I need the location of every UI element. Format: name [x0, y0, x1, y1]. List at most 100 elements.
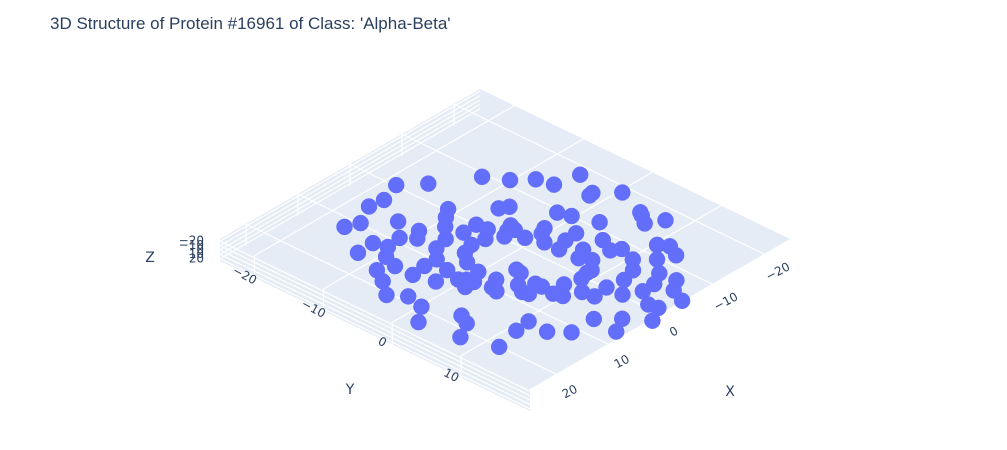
data-point[interactable]: [520, 313, 537, 330]
x-gridline-floor: [453, 103, 765, 255]
data-point[interactable]: [487, 271, 505, 288]
data-point[interactable]: [349, 244, 367, 262]
data-point[interactable]: [624, 251, 642, 268]
z-gridline-left: [219, 95, 481, 247]
z-gridline-left: [219, 103, 481, 255]
data-point[interactable]: [657, 212, 674, 229]
data-point[interactable]: [449, 271, 467, 288]
data-point[interactable]: [436, 218, 454, 236]
y-gridline-floor: [391, 171, 653, 323]
data-point[interactable]: [614, 184, 631, 201]
z-tick-label: 0: [196, 243, 204, 257]
x-tick-label: 20: [560, 382, 580, 402]
data-point[interactable]: [640, 296, 657, 313]
data-point[interactable]: [668, 272, 685, 289]
data-point[interactable]: [571, 166, 589, 183]
data-point[interactable]: [614, 286, 631, 303]
data-point[interactable]: [581, 187, 598, 204]
data-point[interactable]: [661, 238, 679, 255]
data-point[interactable]: [501, 171, 519, 189]
data-point[interactable]: [613, 240, 631, 258]
data-point[interactable]: [463, 236, 480, 254]
y-axis-title: Y: [345, 382, 355, 398]
data-point[interactable]: [536, 219, 553, 237]
scene-background-panes: [220, 89, 790, 411]
data-point[interactable]: [501, 198, 518, 216]
data-point[interactable]: [375, 191, 393, 209]
data-point[interactable]: [352, 214, 369, 232]
z-gridline-left: [219, 90, 481, 242]
data-point[interactable]: [391, 229, 408, 247]
data-point[interactable]: [368, 261, 386, 279]
data-point[interactable]: [479, 221, 496, 238]
data-point[interactable]: [470, 263, 487, 281]
data-point[interactable]: [598, 279, 615, 296]
data-point[interactable]: [585, 310, 603, 328]
data-point[interactable]: [386, 257, 404, 275]
data-point[interactable]: [567, 225, 585, 242]
data-point[interactable]: [438, 261, 456, 279]
data-point[interactable]: [427, 273, 445, 290]
data-point[interactable]: [452, 328, 469, 346]
x-tick-label: 10: [612, 352, 632, 372]
data-point[interactable]: [404, 266, 422, 284]
data-point[interactable]: [473, 168, 491, 186]
data-point[interactable]: [336, 218, 353, 236]
data-point[interactable]: [545, 176, 563, 193]
data-point[interactable]: [455, 224, 472, 241]
data-point[interactable]: [387, 176, 405, 194]
data-point[interactable]: [512, 264, 529, 282]
data-point[interactable]: [591, 213, 608, 231]
z-gridline-left: [219, 99, 481, 251]
data-point[interactable]: [379, 238, 397, 256]
x-tick-label: 0: [667, 324, 680, 340]
data-point[interactable]: [594, 231, 612, 249]
data-point[interactable]: [632, 204, 649, 221]
z-gridline-left: [219, 108, 481, 260]
z-gridline-right: [219, 245, 531, 397]
data-point[interactable]: [648, 251, 666, 268]
z-gridline-right: [219, 253, 531, 405]
data-point[interactable]: [399, 288, 417, 305]
data-point[interactable]: [613, 310, 631, 328]
data-point[interactable]: [378, 286, 395, 304]
data-point[interactable]: [490, 338, 508, 356]
data-point[interactable]: [538, 323, 556, 340]
y-gridline-floor: [460, 205, 722, 357]
data-point[interactable]: [527, 171, 545, 188]
data-point[interactable]: [420, 175, 437, 192]
y-tick-label: 10: [441, 365, 461, 385]
z-axis-title: Z: [145, 250, 155, 266]
x-axis-title: X: [725, 384, 735, 400]
x-tick-label: −20: [763, 259, 792, 283]
data-points: [336, 166, 691, 356]
data-point[interactable]: [570, 249, 587, 267]
z-tick-label: 10: [189, 247, 204, 261]
z-tick-label: −10: [179, 238, 204, 252]
y-gridline-floor: [254, 105, 515, 257]
data-point[interactable]: [502, 217, 519, 234]
x-tick-label: −10: [711, 289, 740, 313]
z-tick-label: 20: [189, 251, 204, 265]
data-point[interactable]: [548, 204, 566, 221]
data-point[interactable]: [410, 313, 427, 331]
data-point[interactable]: [453, 307, 470, 324]
data-point[interactable]: [516, 229, 534, 247]
chart-title: 3D Structure of Protein #16961 of Class:…: [50, 14, 451, 33]
data-point[interactable]: [651, 265, 668, 282]
data-point[interactable]: [555, 276, 573, 293]
data-point[interactable]: [563, 207, 580, 225]
z-tick-label: −20: [179, 234, 204, 248]
data-point[interactable]: [360, 198, 378, 215]
data-point[interactable]: [364, 234, 382, 252]
data-point[interactable]: [439, 200, 457, 218]
data-point[interactable]: [413, 298, 430, 315]
data-point[interactable]: [508, 322, 525, 339]
data-point[interactable]: [563, 324, 580, 341]
data-point[interactable]: [389, 213, 407, 230]
data-point[interactable]: [410, 222, 428, 240]
z-gridline-right: [219, 249, 531, 401]
data-point[interactable]: [520, 285, 538, 303]
data-point[interactable]: [586, 288, 603, 305]
